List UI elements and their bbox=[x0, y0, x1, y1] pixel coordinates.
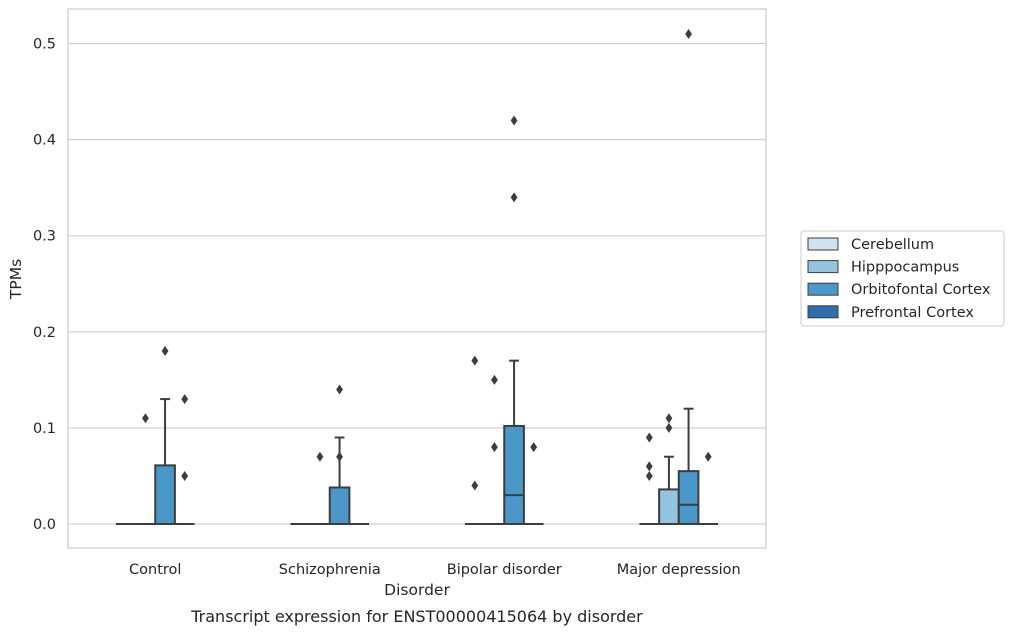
outlier-point bbox=[491, 374, 498, 385]
box-orbitofontal-cortex bbox=[677, 407, 700, 525]
outlier-point bbox=[645, 470, 653, 481]
outlier-point bbox=[142, 413, 149, 424]
y-tick-label: 0.1 bbox=[33, 421, 56, 437]
y-axis-ticks: 0.0 0.1 0.2 0.3 0.4 0.5 bbox=[33, 37, 56, 533]
x-axis-label: Disorder bbox=[384, 581, 450, 599]
y-tick-label: 0.5 bbox=[33, 37, 56, 53]
y-tick-label: 0.2 bbox=[33, 325, 56, 341]
legend-swatch bbox=[807, 282, 839, 296]
y-tick-label: 0.3 bbox=[33, 229, 56, 245]
x-tick-label: Schizophrenia bbox=[279, 562, 381, 578]
outlier-point bbox=[665, 422, 673, 433]
legend-entry: Cerebellum bbox=[851, 237, 934, 253]
legend-entry: Prefrontal Cortex bbox=[851, 305, 974, 321]
plot-area-background bbox=[68, 9, 766, 548]
legend-entry: Orbitofontal Cortex bbox=[851, 282, 991, 298]
x-tick-label: Bipolar disorder bbox=[447, 562, 562, 578]
box-orbitofontal-cortex bbox=[154, 398, 176, 525]
outlier-point bbox=[181, 470, 189, 481]
outlier-point bbox=[645, 461, 653, 472]
outlier-point bbox=[471, 480, 479, 491]
legend-swatch bbox=[807, 305, 839, 319]
outlier-point bbox=[491, 442, 498, 453]
y-axis-label: TPMs bbox=[7, 259, 25, 300]
outlier-point bbox=[510, 192, 518, 203]
outlier-point bbox=[161, 346, 169, 357]
box-body bbox=[658, 488, 680, 525]
box-series bbox=[115, 359, 719, 525]
figure-caption: Transcript expression for ENST0000041506… bbox=[190, 607, 643, 626]
plot-frame bbox=[67, 8, 767, 549]
x-tick-label: Major depression bbox=[617, 562, 741, 578]
legend-swatch bbox=[807, 260, 839, 274]
box-body bbox=[154, 464, 176, 525]
outlier-point bbox=[471, 355, 479, 366]
outlier-point bbox=[665, 413, 673, 424]
outlier-point bbox=[510, 115, 518, 126]
box-body bbox=[677, 470, 700, 525]
outlier-point bbox=[336, 451, 343, 462]
legend-swatch bbox=[807, 237, 839, 251]
outlier-point bbox=[181, 394, 189, 405]
box-orbitofontal-cortex bbox=[328, 436, 351, 525]
outlier-point bbox=[685, 28, 692, 39]
legend-frame bbox=[800, 230, 1005, 327]
outlier-point bbox=[645, 432, 653, 443]
outlier-point bbox=[316, 451, 324, 462]
legend: Cerebellum Hipppocampus Orbitofontal Corte… bbox=[800, 230, 1005, 327]
x-tick-label: Control bbox=[129, 562, 181, 578]
y-tick-label: 0.4 bbox=[33, 133, 56, 149]
box-body bbox=[328, 486, 351, 525]
outlier-points bbox=[142, 28, 712, 491]
outlier-point bbox=[704, 451, 712, 462]
x-axis-ticks: Control Schizophrenia Bipolar disorder Majo… bbox=[129, 562, 741, 578]
box-orbitofontal-cortex bbox=[503, 359, 525, 525]
box-body bbox=[503, 424, 525, 525]
legend-entry: Hipppocampus bbox=[851, 260, 959, 276]
outlier-point bbox=[530, 442, 538, 453]
outlier-point bbox=[336, 384, 343, 395]
y-tick-label: 0.0 bbox=[33, 517, 56, 533]
